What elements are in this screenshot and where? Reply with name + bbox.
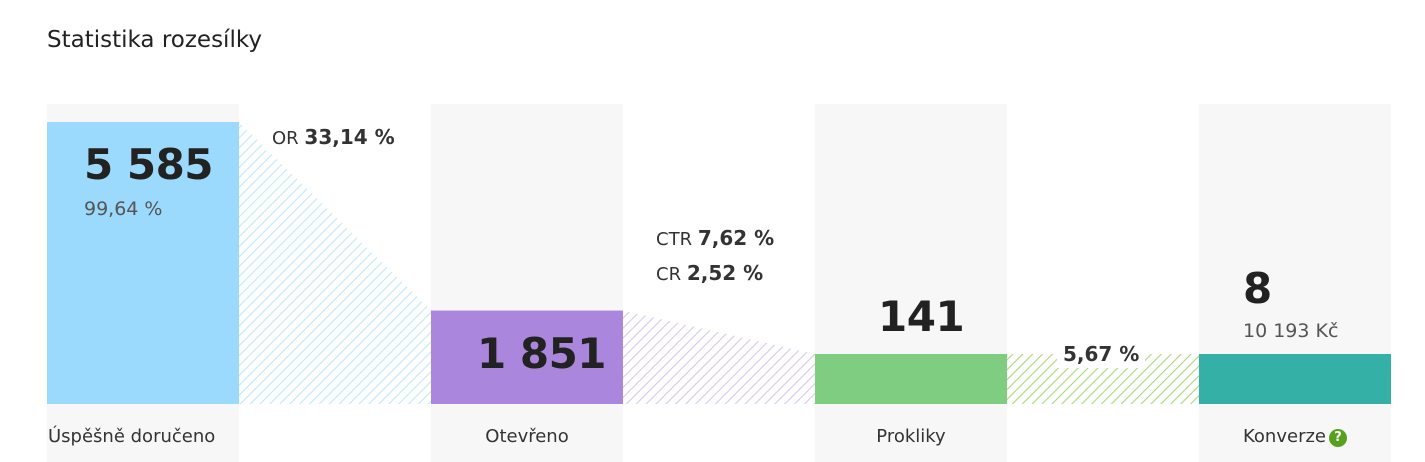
- page-title: Statistika rozesílky: [47, 27, 262, 53]
- column-background-clicks: [815, 104, 1007, 462]
- connector-opened-clicks: [623, 310, 815, 404]
- rate-value: 33,14 %: [304, 125, 395, 149]
- connector-delivered-opened: [239, 122, 431, 404]
- rate-value: 7,62 %: [697, 226, 775, 250]
- category-label-clicks: Prokliky: [876, 426, 946, 447]
- revenue-label-conversions: 10 193 Kč: [1243, 320, 1339, 342]
- rate-value: 2,52 %: [686, 261, 764, 285]
- rate-prefix: CTR: [656, 229, 693, 250]
- rate-prefix: CR: [656, 264, 682, 285]
- connector-clicks-conversions: [1007, 354, 1199, 404]
- rate-label-cr: CR 2,52 %: [650, 259, 770, 287]
- rate-prefix: OR: [272, 128, 299, 149]
- category-label-conversions: Konverze?: [1243, 426, 1347, 447]
- bar-opened: [431, 310, 623, 404]
- value-label-delivered: 5 585: [84, 140, 214, 189]
- column-background-opened: [431, 104, 623, 462]
- column-background-conversions: [1199, 104, 1391, 462]
- category-label-opened: Otevřeno: [485, 426, 569, 447]
- value-label-clicks: 141: [878, 292, 965, 341]
- rate-label-or: OR 33,14 %: [266, 123, 401, 151]
- rate-label-ctr: CTR 7,62 %: [650, 224, 781, 252]
- bar-clicks: [815, 354, 1007, 404]
- bar-conversions: [1199, 354, 1391, 404]
- help-icon[interactable]: ?: [1328, 429, 1347, 447]
- rate-value: 5,67 %: [1063, 342, 1140, 366]
- value-label-opened: 1 851: [477, 328, 607, 378]
- category-label-delivered: Úspěšně doručeno: [48, 426, 216, 447]
- category-label-text: Konverze: [1243, 426, 1326, 447]
- rate-label-click-conversion: 5,67 %: [1057, 340, 1146, 368]
- value-label-conversions: 8: [1243, 264, 1272, 313]
- percent-label-delivered: 99,64 %: [84, 198, 163, 220]
- bar-delivered: [47, 122, 239, 404]
